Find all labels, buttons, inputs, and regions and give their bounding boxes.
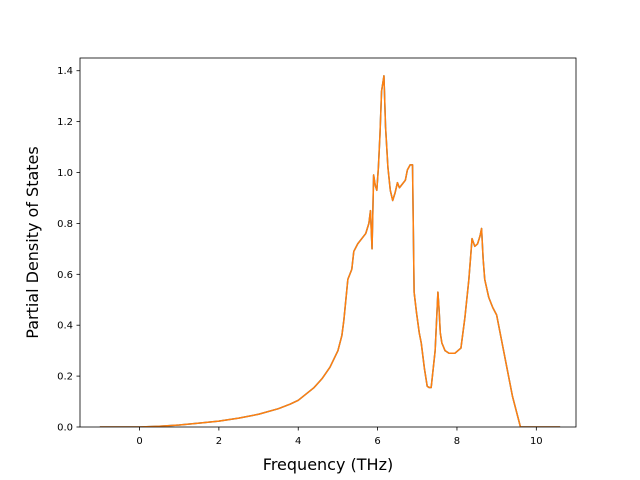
- y-tick-label-7: 1.4: [57, 66, 73, 77]
- y-tick-label-2: 0.4: [57, 321, 73, 332]
- x-axis-label: Frequency (THz): [263, 455, 393, 474]
- y-tick-label-1: 0.2: [57, 372, 73, 383]
- y-tick-label-5: 1.0: [57, 168, 73, 179]
- y-axis-label: Partial Density of States: [23, 146, 42, 338]
- series-line-1: [99, 75, 561, 427]
- axes-frame: [79, 57, 577, 428]
- x-axis-ticks: 0 2 4 6 8 10: [136, 427, 543, 447]
- x-tick-label-3: 6: [374, 436, 380, 447]
- series-layer: [99, 75, 561, 427]
- x-tick-label-2: 4: [295, 436, 301, 447]
- y-tick-label-4: 0.8: [57, 219, 73, 230]
- y-tick-label-6: 1.2: [57, 117, 73, 128]
- y-tick-label-3: 0.6: [57, 270, 73, 281]
- x-tick-label-4: 8: [454, 436, 460, 447]
- x-tick-label-5: 10: [530, 436, 543, 447]
- y-tick-label-0: 0.0: [57, 423, 73, 434]
- x-tick-label-1: 2: [216, 436, 222, 447]
- x-tick-label-0: 0: [136, 436, 142, 447]
- y-axis-ticks: 0.0 0.2 0.4 0.6 0.8 1.0 1.2 1.4: [57, 66, 80, 434]
